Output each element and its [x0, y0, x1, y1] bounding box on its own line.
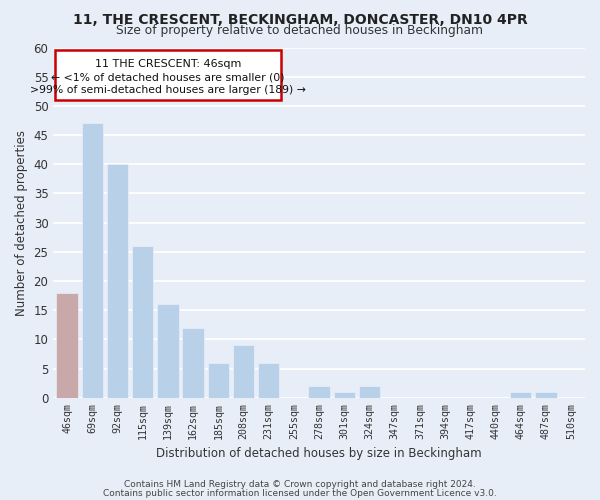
Text: 11, THE CRESCENT, BECKINGHAM, DONCASTER, DN10 4PR: 11, THE CRESCENT, BECKINGHAM, DONCASTER,… — [73, 12, 527, 26]
Bar — [182, 328, 204, 398]
Bar — [55, 50, 281, 100]
Bar — [56, 292, 78, 398]
Text: Contains public sector information licensed under the Open Government Licence v3: Contains public sector information licen… — [103, 488, 497, 498]
Bar — [107, 164, 128, 398]
Bar — [157, 304, 179, 398]
Bar — [510, 392, 532, 398]
Bar — [233, 346, 254, 398]
Y-axis label: Number of detached properties: Number of detached properties — [15, 130, 28, 316]
Bar — [82, 124, 103, 398]
Text: Size of property relative to detached houses in Beckingham: Size of property relative to detached ho… — [116, 24, 484, 37]
Bar — [132, 246, 154, 398]
Bar — [308, 386, 330, 398]
Bar — [535, 392, 557, 398]
Text: 11 THE CRESCENT: 46sqm: 11 THE CRESCENT: 46sqm — [95, 59, 241, 69]
Text: >99% of semi-detached houses are larger (189) →: >99% of semi-detached houses are larger … — [30, 86, 306, 96]
Text: Contains HM Land Registry data © Crown copyright and database right 2024.: Contains HM Land Registry data © Crown c… — [124, 480, 476, 489]
Bar — [334, 392, 355, 398]
Bar — [208, 363, 229, 398]
Bar — [359, 386, 380, 398]
Text: ← <1% of detached houses are smaller (0): ← <1% of detached houses are smaller (0) — [51, 72, 284, 83]
X-axis label: Distribution of detached houses by size in Beckingham: Distribution of detached houses by size … — [157, 447, 482, 460]
Bar — [258, 363, 280, 398]
